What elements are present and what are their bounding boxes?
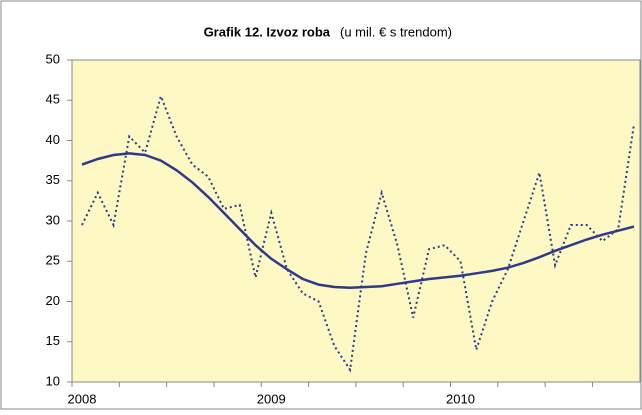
x-tick-label: 2010 [446,391,475,406]
series-line [81,152,635,290]
y-tick-label: 40 [46,132,60,147]
x-tick-label: 2008 [68,391,97,406]
y-tick-label: 20 [46,293,60,308]
y-tick-label: 15 [46,333,60,348]
y-tick-label: 35 [46,172,60,187]
y-tick-label: 10 [46,373,60,388]
x-tick-label: 2009 [257,391,286,406]
chart-title: Grafik 12. Izvoz roba [204,24,331,39]
y-tick-label: 25 [46,253,60,268]
y-tick-label: 45 [46,92,60,107]
y-tick-label: 50 [46,51,60,66]
series-line [81,93,635,373]
chart-subtitle: (u mil. € s trendom) [340,24,452,39]
y-tick-label: 30 [46,212,60,227]
